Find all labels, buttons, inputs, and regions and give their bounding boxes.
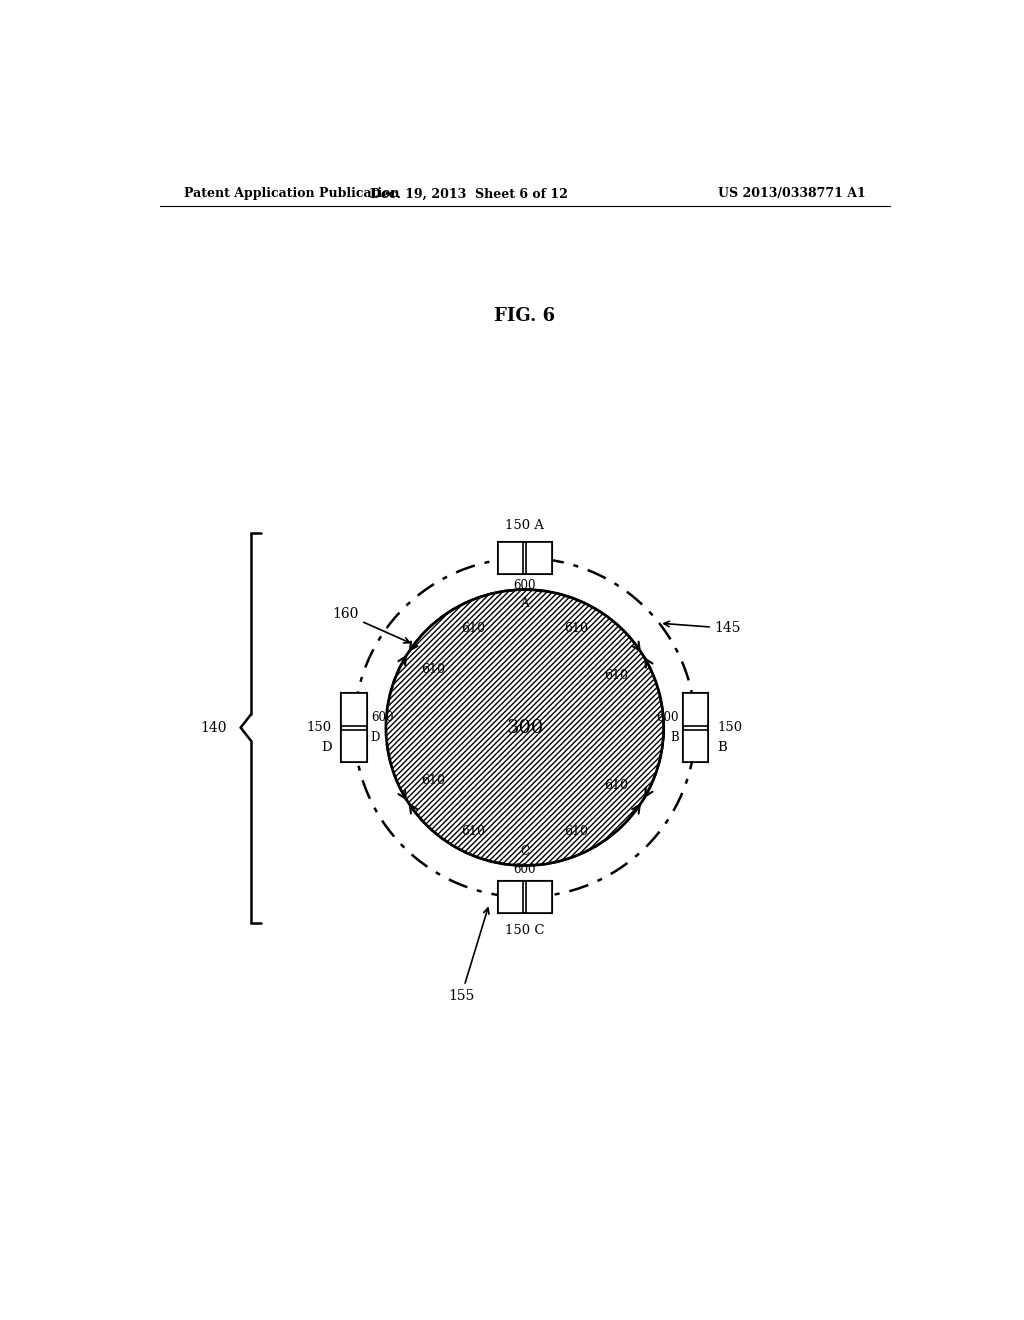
Bar [498, 541, 552, 574]
Bar [683, 693, 709, 762]
Bar [683, 693, 709, 726]
Text: 150 A: 150 A [505, 519, 545, 532]
Text: 610: 610 [421, 663, 445, 676]
Bar [683, 730, 709, 762]
Text: B: B [718, 742, 727, 755]
Text: 610: 610 [604, 669, 629, 681]
Text: 300: 300 [506, 718, 544, 737]
Text: B: B [670, 731, 679, 744]
Bar [341, 693, 367, 762]
Bar [526, 880, 552, 913]
Text: Patent Application Publication: Patent Application Publication [183, 187, 399, 201]
Text: 140: 140 [200, 721, 226, 735]
Text: 600: 600 [656, 711, 679, 723]
Text: 145: 145 [664, 622, 741, 635]
Bar [498, 880, 552, 913]
Text: 610: 610 [461, 825, 485, 838]
Bar [341, 693, 367, 726]
Ellipse shape [386, 590, 664, 866]
Text: 610: 610 [421, 774, 445, 787]
Text: 610: 610 [564, 825, 589, 838]
Bar [498, 880, 523, 913]
Bar [341, 730, 367, 762]
Text: Dec. 19, 2013  Sheet 6 of 12: Dec. 19, 2013 Sheet 6 of 12 [371, 187, 568, 201]
Text: 610: 610 [564, 622, 589, 635]
Text: 600: 600 [371, 711, 393, 723]
Text: A: A [520, 597, 529, 610]
Text: FIG. 6: FIG. 6 [495, 308, 555, 325]
Text: 150 C: 150 C [505, 924, 545, 936]
Text: 610: 610 [461, 622, 485, 635]
Text: 150: 150 [307, 721, 332, 734]
Text: 155: 155 [449, 908, 489, 1003]
Text: D: D [371, 731, 380, 744]
Text: D: D [322, 742, 332, 755]
Text: 600: 600 [514, 863, 536, 875]
Text: 150: 150 [718, 721, 742, 734]
Text: 160: 160 [332, 607, 410, 643]
Bar [498, 541, 523, 574]
Bar [526, 541, 552, 574]
Text: C: C [520, 846, 529, 858]
Text: US 2013/0338771 A1: US 2013/0338771 A1 [718, 187, 866, 201]
Text: 610: 610 [604, 779, 629, 792]
Text: 600: 600 [514, 579, 536, 593]
